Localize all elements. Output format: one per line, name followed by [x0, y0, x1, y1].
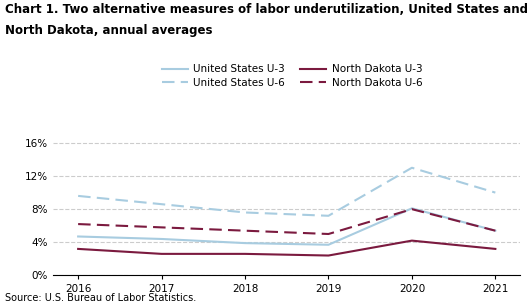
- Text: Source: U.S. Bureau of Labor Statistics.: Source: U.S. Bureau of Labor Statistics.: [5, 293, 196, 303]
- Legend: United States U-3, United States U-6, North Dakota U-3, North Dakota U-6: United States U-3, United States U-6, No…: [158, 60, 426, 92]
- Text: Chart 1. Two alternative measures of labor underutilization, United States and: Chart 1. Two alternative measures of lab…: [5, 3, 528, 16]
- Text: North Dakota, annual averages: North Dakota, annual averages: [5, 24, 213, 37]
